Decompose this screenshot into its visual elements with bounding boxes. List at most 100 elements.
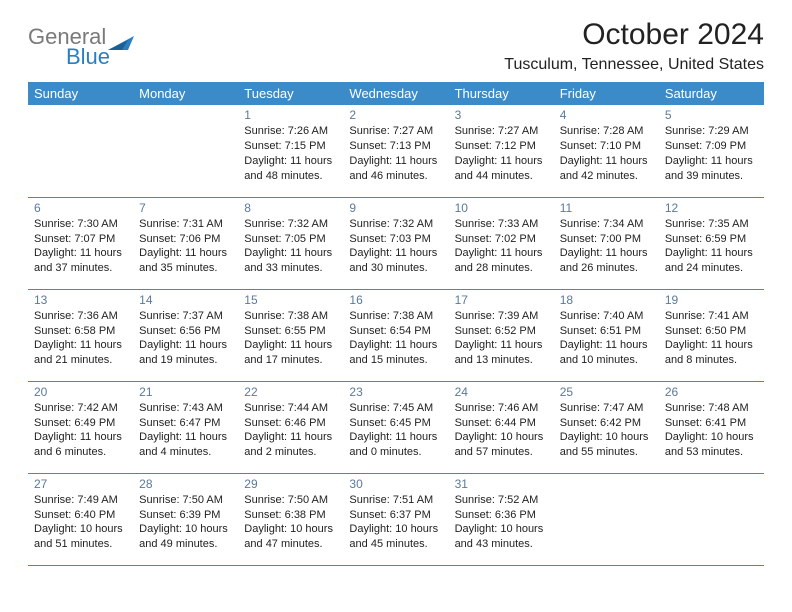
calendar-day-cell: 11Sunrise: 7:34 AMSunset: 7:00 PMDayligh… (554, 197, 659, 289)
sunset-text: Sunset: 6:38 PM (244, 508, 337, 523)
daylight-text: Daylight: 11 hours and 33 minutes. (244, 246, 337, 276)
sunrise-text: Sunrise: 7:40 AM (560, 309, 653, 324)
daylight-text: Daylight: 11 hours and 17 minutes. (244, 338, 337, 368)
sunset-text: Sunset: 7:15 PM (244, 139, 337, 154)
daylight-text: Daylight: 10 hours and 57 minutes. (455, 430, 548, 460)
sunrise-text: Sunrise: 7:32 AM (244, 217, 337, 232)
calendar-day-cell: 29Sunrise: 7:50 AMSunset: 6:38 PMDayligh… (238, 473, 343, 565)
calendar-day-cell (659, 473, 764, 565)
calendar-header-cell: Friday (554, 82, 659, 105)
calendar-day-cell: 27Sunrise: 7:49 AMSunset: 6:40 PMDayligh… (28, 473, 133, 565)
sunrise-text: Sunrise: 7:27 AM (349, 124, 442, 139)
calendar-day-cell: 26Sunrise: 7:48 AMSunset: 6:41 PMDayligh… (659, 381, 764, 473)
calendar-day-cell (28, 105, 133, 197)
sunrise-text: Sunrise: 7:43 AM (139, 401, 232, 416)
calendar-day-cell: 30Sunrise: 7:51 AMSunset: 6:37 PMDayligh… (343, 473, 448, 565)
calendar-day-cell: 13Sunrise: 7:36 AMSunset: 6:58 PMDayligh… (28, 289, 133, 381)
sunrise-text: Sunrise: 7:41 AM (665, 309, 758, 324)
calendar-day-cell: 14Sunrise: 7:37 AMSunset: 6:56 PMDayligh… (133, 289, 238, 381)
daylight-text: Daylight: 11 hours and 46 minutes. (349, 154, 442, 184)
calendar-day-cell: 1Sunrise: 7:26 AMSunset: 7:15 PMDaylight… (238, 105, 343, 197)
daylight-text: Daylight: 11 hours and 39 minutes. (665, 154, 758, 184)
calendar-table: SundayMondayTuesdayWednesdayThursdayFrid… (28, 82, 764, 566)
logo-text-blue: Blue (66, 44, 110, 69)
sunset-text: Sunset: 7:13 PM (349, 139, 442, 154)
daylight-text: Daylight: 11 hours and 2 minutes. (244, 430, 337, 460)
calendar-week-row: 1Sunrise: 7:26 AMSunset: 7:15 PMDaylight… (28, 105, 764, 197)
day-number: 26 (665, 384, 758, 400)
sunset-text: Sunset: 7:09 PM (665, 139, 758, 154)
sunset-text: Sunset: 6:56 PM (139, 324, 232, 339)
sunrise-text: Sunrise: 7:27 AM (455, 124, 548, 139)
sunset-text: Sunset: 6:47 PM (139, 416, 232, 431)
calendar-day-cell: 23Sunrise: 7:45 AMSunset: 6:45 PMDayligh… (343, 381, 448, 473)
sunrise-text: Sunrise: 7:37 AM (139, 309, 232, 324)
sunrise-text: Sunrise: 7:35 AM (665, 217, 758, 232)
calendar-header-cell: Tuesday (238, 82, 343, 105)
sunrise-text: Sunrise: 7:42 AM (34, 401, 127, 416)
daylight-text: Daylight: 11 hours and 24 minutes. (665, 246, 758, 276)
sunrise-text: Sunrise: 7:47 AM (560, 401, 653, 416)
calendar-week-row: 27Sunrise: 7:49 AMSunset: 6:40 PMDayligh… (28, 473, 764, 565)
calendar-week-row: 13Sunrise: 7:36 AMSunset: 6:58 PMDayligh… (28, 289, 764, 381)
sunset-text: Sunset: 6:59 PM (665, 232, 758, 247)
day-number: 18 (560, 292, 653, 308)
sunset-text: Sunset: 6:37 PM (349, 508, 442, 523)
sunrise-text: Sunrise: 7:26 AM (244, 124, 337, 139)
daylight-text: Daylight: 10 hours and 53 minutes. (665, 430, 758, 460)
day-number: 9 (349, 200, 442, 216)
day-number: 31 (455, 476, 548, 492)
sunset-text: Sunset: 6:42 PM (560, 416, 653, 431)
calendar-header-cell: Thursday (449, 82, 554, 105)
calendar-day-cell: 17Sunrise: 7:39 AMSunset: 6:52 PMDayligh… (449, 289, 554, 381)
title-block: October 2024 Tusculum, Tennessee, United… (504, 18, 764, 74)
day-number: 13 (34, 292, 127, 308)
calendar-day-cell: 18Sunrise: 7:40 AMSunset: 6:51 PMDayligh… (554, 289, 659, 381)
calendar-day-cell: 16Sunrise: 7:38 AMSunset: 6:54 PMDayligh… (343, 289, 448, 381)
calendar-day-cell: 7Sunrise: 7:31 AMSunset: 7:06 PMDaylight… (133, 197, 238, 289)
sunset-text: Sunset: 6:44 PM (455, 416, 548, 431)
sunrise-text: Sunrise: 7:36 AM (34, 309, 127, 324)
day-number: 10 (455, 200, 548, 216)
calendar-header-row: SundayMondayTuesdayWednesdayThursdayFrid… (28, 82, 764, 105)
sunrise-text: Sunrise: 7:39 AM (455, 309, 548, 324)
calendar-header-cell: Saturday (659, 82, 764, 105)
calendar-day-cell: 22Sunrise: 7:44 AMSunset: 6:46 PMDayligh… (238, 381, 343, 473)
sunrise-text: Sunrise: 7:52 AM (455, 493, 548, 508)
calendar-day-cell: 24Sunrise: 7:46 AMSunset: 6:44 PMDayligh… (449, 381, 554, 473)
logo-triangle-icon (108, 32, 134, 50)
daylight-text: Daylight: 10 hours and 47 minutes. (244, 522, 337, 552)
daylight-text: Daylight: 11 hours and 10 minutes. (560, 338, 653, 368)
daylight-text: Daylight: 11 hours and 35 minutes. (139, 246, 232, 276)
daylight-text: Daylight: 11 hours and 30 minutes. (349, 246, 442, 276)
sunset-text: Sunset: 7:00 PM (560, 232, 653, 247)
sunset-text: Sunset: 6:45 PM (349, 416, 442, 431)
daylight-text: Daylight: 11 hours and 13 minutes. (455, 338, 548, 368)
calendar-day-cell (133, 105, 238, 197)
calendar-day-cell: 8Sunrise: 7:32 AMSunset: 7:05 PMDaylight… (238, 197, 343, 289)
calendar-day-cell: 21Sunrise: 7:43 AMSunset: 6:47 PMDayligh… (133, 381, 238, 473)
daylight-text: Daylight: 10 hours and 45 minutes. (349, 522, 442, 552)
sunset-text: Sunset: 6:36 PM (455, 508, 548, 523)
calendar-day-cell: 6Sunrise: 7:30 AMSunset: 7:07 PMDaylight… (28, 197, 133, 289)
day-number: 7 (139, 200, 232, 216)
day-number: 4 (560, 107, 653, 123)
day-number: 11 (560, 200, 653, 216)
day-number: 5 (665, 107, 758, 123)
calendar-body: 1Sunrise: 7:26 AMSunset: 7:15 PMDaylight… (28, 105, 764, 565)
day-number: 14 (139, 292, 232, 308)
sunset-text: Sunset: 6:55 PM (244, 324, 337, 339)
daylight-text: Daylight: 11 hours and 8 minutes. (665, 338, 758, 368)
day-number: 8 (244, 200, 337, 216)
sunrise-text: Sunrise: 7:44 AM (244, 401, 337, 416)
sunset-text: Sunset: 7:10 PM (560, 139, 653, 154)
logo: General Blue (28, 18, 134, 70)
day-number: 22 (244, 384, 337, 400)
daylight-text: Daylight: 11 hours and 6 minutes. (34, 430, 127, 460)
day-number: 29 (244, 476, 337, 492)
calendar-day-cell: 2Sunrise: 7:27 AMSunset: 7:13 PMDaylight… (343, 105, 448, 197)
sunset-text: Sunset: 6:50 PM (665, 324, 758, 339)
daylight-text: Daylight: 10 hours and 43 minutes. (455, 522, 548, 552)
location: Tusculum, Tennessee, United States (504, 56, 764, 74)
calendar-day-cell: 31Sunrise: 7:52 AMSunset: 6:36 PMDayligh… (449, 473, 554, 565)
